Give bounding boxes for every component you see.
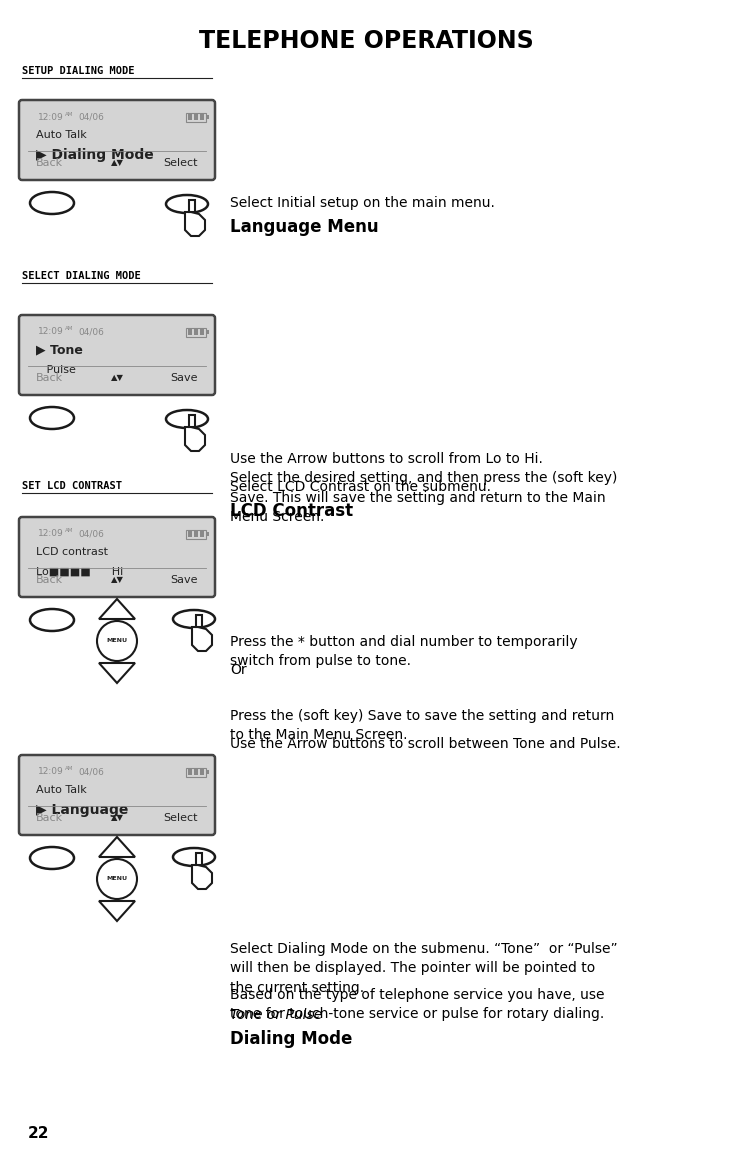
Bar	[188, 531, 192, 537]
Text: Select Initial setup on the main menu.: Select Initial setup on the main menu.	[230, 196, 495, 210]
Text: AM: AM	[65, 767, 73, 772]
Text: AM: AM	[65, 112, 73, 116]
Text: Based on the type of telephone service you have, use
tone for touch-tone service: Based on the type of telephone service y…	[230, 988, 605, 1021]
Text: 04/06: 04/06	[78, 328, 104, 337]
Text: Select: Select	[163, 158, 198, 168]
Text: ▲▼: ▲▼	[111, 813, 124, 823]
Circle shape	[97, 859, 137, 899]
Bar	[188, 114, 192, 120]
Polygon shape	[196, 853, 202, 865]
Ellipse shape	[30, 847, 74, 869]
Text: MENU: MENU	[106, 638, 127, 644]
Text: ▶ Dialing Mode: ▶ Dialing Mode	[36, 148, 154, 162]
Ellipse shape	[166, 195, 208, 213]
Text: Or: Or	[230, 662, 247, 676]
Text: Auto Talk: Auto Talk	[36, 786, 87, 795]
Bar	[194, 114, 198, 120]
Text: TELEPHONE OPERATIONS: TELEPHONE OPERATIONS	[198, 29, 534, 52]
Text: Back: Back	[36, 158, 63, 168]
Polygon shape	[99, 664, 135, 683]
Polygon shape	[185, 426, 205, 451]
FancyBboxPatch shape	[19, 755, 215, 835]
Text: Press the * button and dial number to temporarily
switch from pulse to tone.: Press the * button and dial number to te…	[230, 634, 578, 668]
Bar	[186, 328, 206, 337]
Text: Use the Arrow buttons to scroll from Lo to Hi.
Select the desired setting, and t: Use the Arrow buttons to scroll from Lo …	[230, 452, 617, 524]
Ellipse shape	[173, 610, 215, 627]
Text: SET LCD CONTRAST: SET LCD CONTRAST	[22, 481, 122, 492]
Text: MENU: MENU	[106, 876, 127, 882]
Text: SETUP DIALING MODE: SETUP DIALING MODE	[22, 66, 135, 76]
Ellipse shape	[30, 407, 74, 429]
Bar	[200, 769, 204, 775]
Text: ▲▼: ▲▼	[111, 158, 124, 167]
Bar	[200, 114, 204, 120]
Text: ▶ Language: ▶ Language	[36, 803, 128, 817]
Ellipse shape	[173, 848, 215, 866]
Polygon shape	[192, 865, 212, 889]
Text: Use the Arrow buttons to scroll between Tone and Pulse.: Use the Arrow buttons to scroll between …	[230, 737, 621, 751]
Text: Save: Save	[171, 373, 198, 383]
Text: Auto Talk: Auto Talk	[36, 130, 87, 139]
Text: Pulse: Pulse	[36, 365, 76, 375]
Text: Language Menu: Language Menu	[230, 218, 378, 236]
Ellipse shape	[30, 192, 74, 214]
Text: Tone or Pulse: Tone or Pulse	[230, 1007, 322, 1021]
Polygon shape	[99, 901, 135, 921]
Bar	[186, 113, 206, 122]
Bar	[186, 530, 206, 538]
Text: SELECT DIALING MODE: SELECT DIALING MODE	[22, 271, 141, 281]
Bar	[206, 330, 209, 335]
Text: 04/06: 04/06	[78, 113, 104, 122]
Text: 12:09: 12:09	[38, 113, 64, 122]
Text: Select LCD Contrast on the submenu.: Select LCD Contrast on the submenu.	[230, 480, 491, 494]
Text: LCD contrast: LCD contrast	[36, 547, 108, 557]
Text: ▲▼: ▲▼	[111, 575, 124, 584]
Text: 04/06: 04/06	[78, 767, 104, 776]
FancyBboxPatch shape	[19, 315, 215, 395]
Text: 12:09: 12:09	[38, 328, 64, 337]
Polygon shape	[185, 211, 205, 236]
Polygon shape	[192, 627, 212, 651]
Ellipse shape	[166, 410, 208, 428]
Bar	[206, 115, 209, 120]
Bar	[186, 767, 206, 776]
Text: Press the (soft key) Save to save the setting and return
to the Main Menu Screen: Press the (soft key) Save to save the se…	[230, 709, 614, 743]
Ellipse shape	[30, 609, 74, 631]
FancyBboxPatch shape	[19, 517, 215, 597]
Text: 22: 22	[28, 1126, 50, 1141]
Polygon shape	[189, 200, 195, 211]
Bar	[194, 769, 198, 775]
Bar	[200, 329, 204, 335]
Text: Save: Save	[171, 575, 198, 584]
Text: AM: AM	[65, 529, 73, 533]
Text: 04/06: 04/06	[78, 530, 104, 538]
Text: 12:09: 12:09	[38, 767, 64, 776]
Text: Back: Back	[36, 373, 63, 383]
Text: ▶ Tone: ▶ Tone	[36, 344, 83, 357]
FancyBboxPatch shape	[19, 100, 215, 180]
Text: Back: Back	[36, 575, 63, 584]
Circle shape	[97, 621, 137, 661]
Text: LCD Contrast: LCD Contrast	[230, 502, 353, 519]
Text: Lo■■■■      Hi: Lo■■■■ Hi	[36, 567, 123, 578]
Polygon shape	[189, 415, 195, 426]
Polygon shape	[196, 615, 202, 627]
Bar	[194, 531, 198, 537]
Text: AM: AM	[65, 327, 73, 331]
Bar	[194, 329, 198, 335]
Bar	[206, 532, 209, 536]
Bar	[200, 531, 204, 537]
Bar	[206, 769, 209, 774]
Text: 12:09: 12:09	[38, 530, 64, 538]
Text: ▲▼: ▲▼	[111, 373, 124, 382]
Bar	[188, 769, 192, 775]
Text: Dialing Mode: Dialing Mode	[230, 1030, 352, 1047]
Text: Select: Select	[163, 813, 198, 823]
Polygon shape	[99, 837, 135, 858]
Text: Select Dialing Mode on the submenu. “Tone”  or “Pulse”
will then be displayed. T: Select Dialing Mode on the submenu. “Ton…	[230, 941, 618, 995]
Bar	[188, 329, 192, 335]
Polygon shape	[99, 598, 135, 619]
Text: Back: Back	[36, 813, 63, 823]
